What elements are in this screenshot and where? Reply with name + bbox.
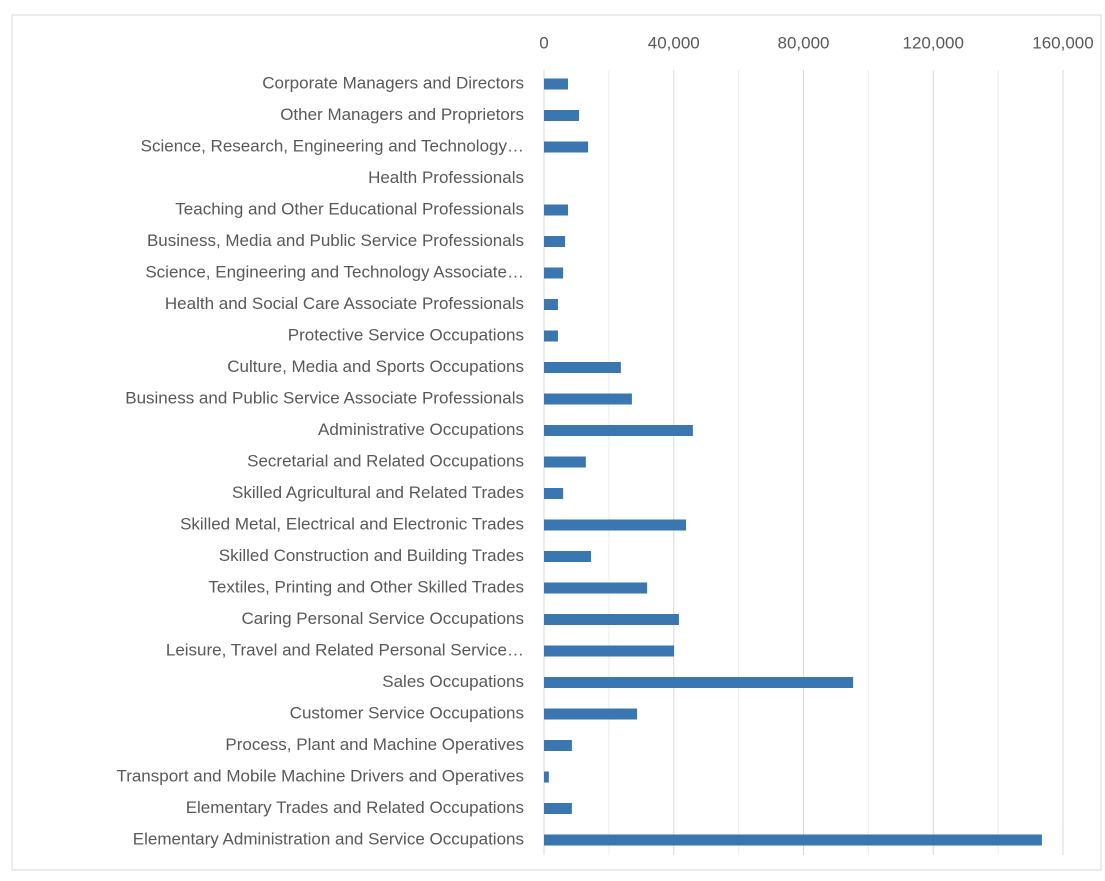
bar [544,677,854,688]
y-tick-label: Administrative Occupations [318,420,524,439]
y-tick-label: Culture, Media and Sports Occupations [227,357,524,376]
x-tick-label: 120,000 [903,33,964,52]
bar [544,456,586,468]
x-tick-label: 160,000 [1032,33,1093,52]
bar [544,330,558,342]
y-tick-label: Other Managers and Proprietors [280,105,524,124]
y-tick-label: Leisure, Travel and Related Personal Ser… [166,640,524,659]
bar [544,362,621,373]
bar [544,110,580,121]
y-tick-label: Elementary Trades and Related Occupation… [186,798,524,817]
x-tick-label: 0 [539,33,548,52]
bar [544,803,572,814]
y-tick-label: Health and Social Care Associate Profess… [165,294,524,313]
bar [544,740,572,751]
bar [544,614,679,625]
chart-border [11,14,1102,871]
bar [544,425,693,436]
y-tick-label: Corporate Managers and Directors [262,73,524,92]
y-tick-label: Skilled Construction and Building Trades [219,546,524,565]
bar [544,834,1042,846]
bar [544,267,564,279]
y-tick-label: Protective Service Occupations [288,325,524,344]
y-tick-label: Business, Media and Public Service Profe… [147,231,524,250]
bar [544,771,549,783]
y-tick-label: Teaching and Other Educational Professio… [175,199,524,218]
y-tick-label: Science, Engineering and Technology Asso… [145,262,524,281]
y-tick-label: Textiles, Printing and Other Skilled Tra… [208,577,524,596]
y-tick-label: Elementary Administration and Service Oc… [133,829,524,848]
y-tick-label: Process, Plant and Machine Operatives [225,735,524,754]
y-tick-label: Skilled Agricultural and Related Trades [232,483,524,502]
bar [544,236,566,247]
x-tick-label: 80,000 [778,33,830,52]
bar [544,141,589,153]
y-tick-label: Health Professionals [368,168,524,187]
bar [544,78,569,90]
y-tick-label: Customer Service Occupations [290,703,524,722]
y-tick-label: Skilled Metal, Electrical and Electronic… [180,514,524,533]
bar [544,393,632,405]
bar [544,645,675,657]
y-tick-label: Caring Personal Service Occupations [241,609,524,628]
bar [544,708,638,720]
bar [544,551,592,562]
bar [544,488,564,499]
bar [544,204,569,216]
y-tick-label: Transport and Mobile Machine Drivers and… [116,766,524,785]
y-tick-label: Science, Research, Engineering and Techn… [141,136,524,155]
bar [544,299,558,310]
x-tick-label: 40,000 [648,33,700,52]
y-tick-label: Business and Public Service Associate Pr… [125,388,524,407]
y-tick-label: Sales Occupations [382,672,524,691]
bar [544,519,687,531]
y-tick-label: Secretarial and Related Occupations [247,451,524,470]
bar [544,582,648,594]
